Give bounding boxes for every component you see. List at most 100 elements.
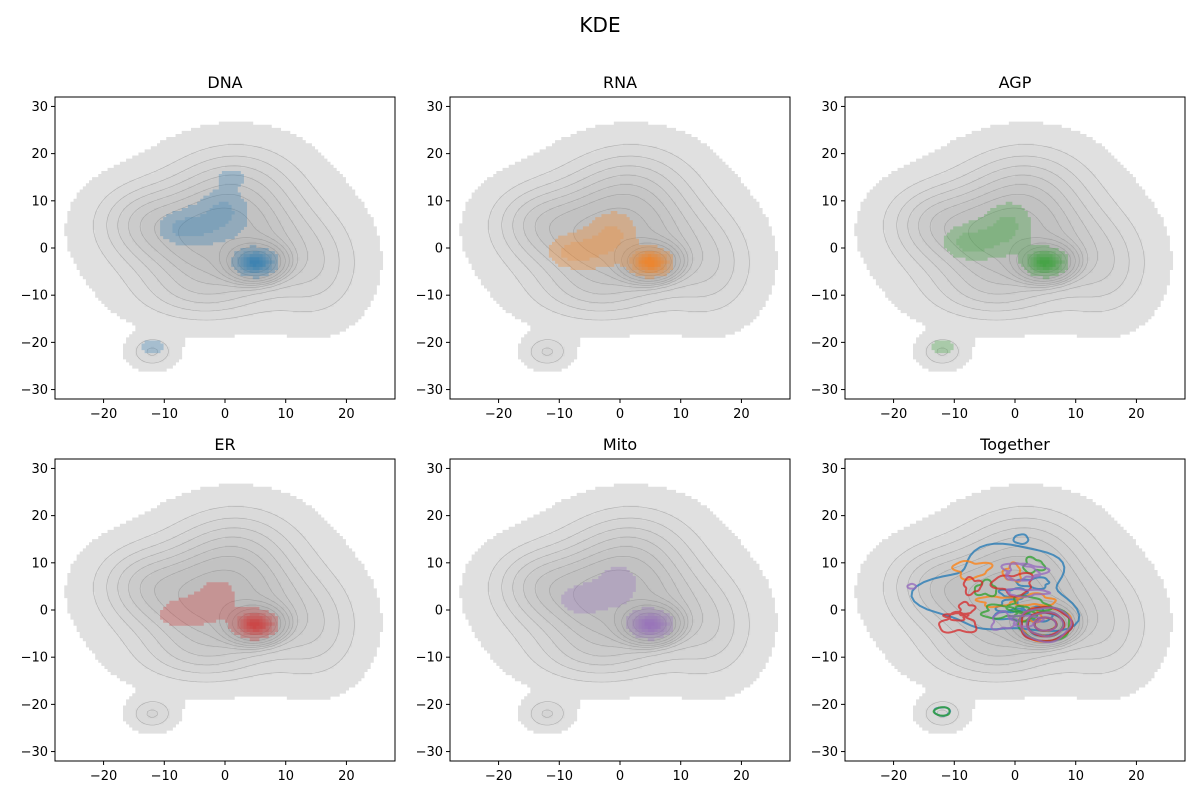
- background-density-fill: [1027, 251, 1062, 274]
- background-density-fill: [613, 238, 680, 283]
- background-density-fill: [623, 603, 677, 642]
- panel-together: Together −20 −10 0 10 20 −30 −20 −10 0 10 20 30: [811, 435, 1186, 784]
- x-tick-label: 20: [338, 769, 355, 784]
- background-contour-line: [918, 174, 1098, 295]
- channel-density-fill-mito: [641, 619, 661, 632]
- panel-title: Mito: [603, 435, 637, 454]
- background-contour-line: [232, 608, 277, 638]
- channel-density-fill-rna: [644, 257, 655, 267]
- x-tick-label: −10: [546, 769, 573, 784]
- background-contour-line: [128, 536, 308, 657]
- background-contour-line: [573, 569, 685, 646]
- channel-density-fill-dna: [240, 251, 272, 274]
- y-tick-label: 10: [31, 556, 48, 571]
- background-contour-line: [154, 556, 294, 648]
- channel-density-fill-mito: [638, 616, 664, 632]
- background-density-fill: [632, 251, 667, 274]
- background-contour-line: [614, 599, 681, 644]
- channel-density-fill-rna: [641, 257, 658, 267]
- y-tick-label: 0: [435, 604, 443, 619]
- background-density-fill: [64, 483, 384, 734]
- background-density-fill: [511, 164, 720, 304]
- background-density-fill: [178, 569, 291, 645]
- y-tick-label: 20: [426, 147, 443, 162]
- background-density-fill: [92, 143, 356, 363]
- background-density-fill: [536, 545, 695, 651]
- panel-dna: DNA −20 −10 0 10 20 −30 −20 −10 0 10 20 30: [21, 73, 396, 422]
- background-contour-line: [896, 155, 1130, 356]
- background-contour-line: [627, 246, 672, 276]
- background-density-fill: [237, 251, 272, 274]
- background-contour-line: [106, 517, 340, 718]
- background-contour-line: [93, 506, 355, 726]
- background-contour-line: [1022, 246, 1067, 276]
- panel-title: ER: [214, 435, 235, 454]
- channel-density-fill-agp: [1030, 251, 1062, 274]
- x-tick-label: −20: [880, 407, 907, 422]
- background-contour-line: [534, 546, 693, 650]
- background-contour-line: [1028, 250, 1062, 273]
- background-density-fill: [459, 121, 779, 372]
- background-contour-line: [512, 165, 720, 304]
- channel-density-fill-rna: [561, 226, 670, 274]
- x-tick-label: 10: [1067, 769, 1084, 784]
- background-density-fill: [882, 505, 1146, 725]
- background-density-fill: [116, 526, 325, 666]
- y-tick-label: −10: [811, 651, 838, 666]
- background-density-fill: [536, 183, 695, 289]
- background-density-fill: [613, 600, 680, 645]
- y-tick-label: 0: [830, 604, 838, 619]
- channel-density-fill-er: [237, 613, 275, 636]
- background-density-fill: [228, 241, 282, 280]
- channel-density-fill-mito: [635, 613, 667, 636]
- background-contour-line: [621, 604, 677, 641]
- panel-rna: RNA −20 −10 0 10 20 −30 −20 −10 0 10 20 30: [416, 73, 791, 422]
- background-contour-line: [219, 237, 286, 282]
- channel-density-fill-dna: [249, 260, 260, 267]
- panel-title: DNA: [207, 73, 242, 92]
- background-density-fill: [548, 557, 689, 648]
- y-tick-label: −10: [21, 651, 48, 666]
- background-contour-line: [944, 556, 1084, 648]
- background-contour-line: [128, 174, 308, 295]
- y-tick-label: −20: [416, 698, 443, 713]
- channel-density-fill-er: [246, 619, 263, 629]
- y-tick-label: 30: [426, 100, 443, 115]
- background-contour-line: [929, 184, 1088, 288]
- background-density-fill: [178, 207, 291, 283]
- background-density-fill: [931, 183, 1090, 289]
- channel-density-fill-rna: [638, 254, 664, 270]
- channel-density-fill-agp: [1039, 260, 1050, 267]
- y-tick-label: −10: [416, 651, 443, 666]
- background-density-fill: [1018, 241, 1072, 280]
- x-tick-label: 0: [616, 769, 624, 784]
- background-contour-line: [549, 556, 689, 648]
- background-density-fill: [228, 603, 282, 642]
- background-contour-line: [232, 246, 277, 276]
- x-tick-label: 0: [221, 407, 229, 422]
- y-tick-label: 0: [435, 242, 443, 257]
- x-tick-label: 10: [277, 407, 294, 422]
- channel-density-fill-agp: [1036, 257, 1053, 267]
- figure-title: KDE: [579, 13, 620, 37]
- y-tick-label: 20: [426, 509, 443, 524]
- background-contour-line: [117, 165, 325, 304]
- y-tick-label: −30: [21, 745, 48, 760]
- background-density-fill: [623, 241, 677, 280]
- background-contour-line: [219, 599, 286, 644]
- y-tick-label: 10: [821, 556, 838, 571]
- y-tick-label: −30: [811, 383, 838, 398]
- background-contour-line: [1016, 242, 1072, 279]
- x-tick-label: −10: [151, 769, 178, 784]
- background-contour-line: [501, 155, 735, 356]
- background-density-fill: [153, 557, 294, 648]
- y-tick-label: 0: [40, 604, 48, 619]
- background-density-fill: [218, 238, 285, 283]
- x-tick-label: 0: [1011, 407, 1019, 422]
- background-density-fill: [487, 143, 751, 363]
- background-contour-line: [968, 207, 1080, 284]
- background-contour-line: [918, 536, 1098, 657]
- x-tick-label: 10: [672, 769, 689, 784]
- background-density-fill: [632, 613, 667, 636]
- background-contour-line: [488, 144, 750, 364]
